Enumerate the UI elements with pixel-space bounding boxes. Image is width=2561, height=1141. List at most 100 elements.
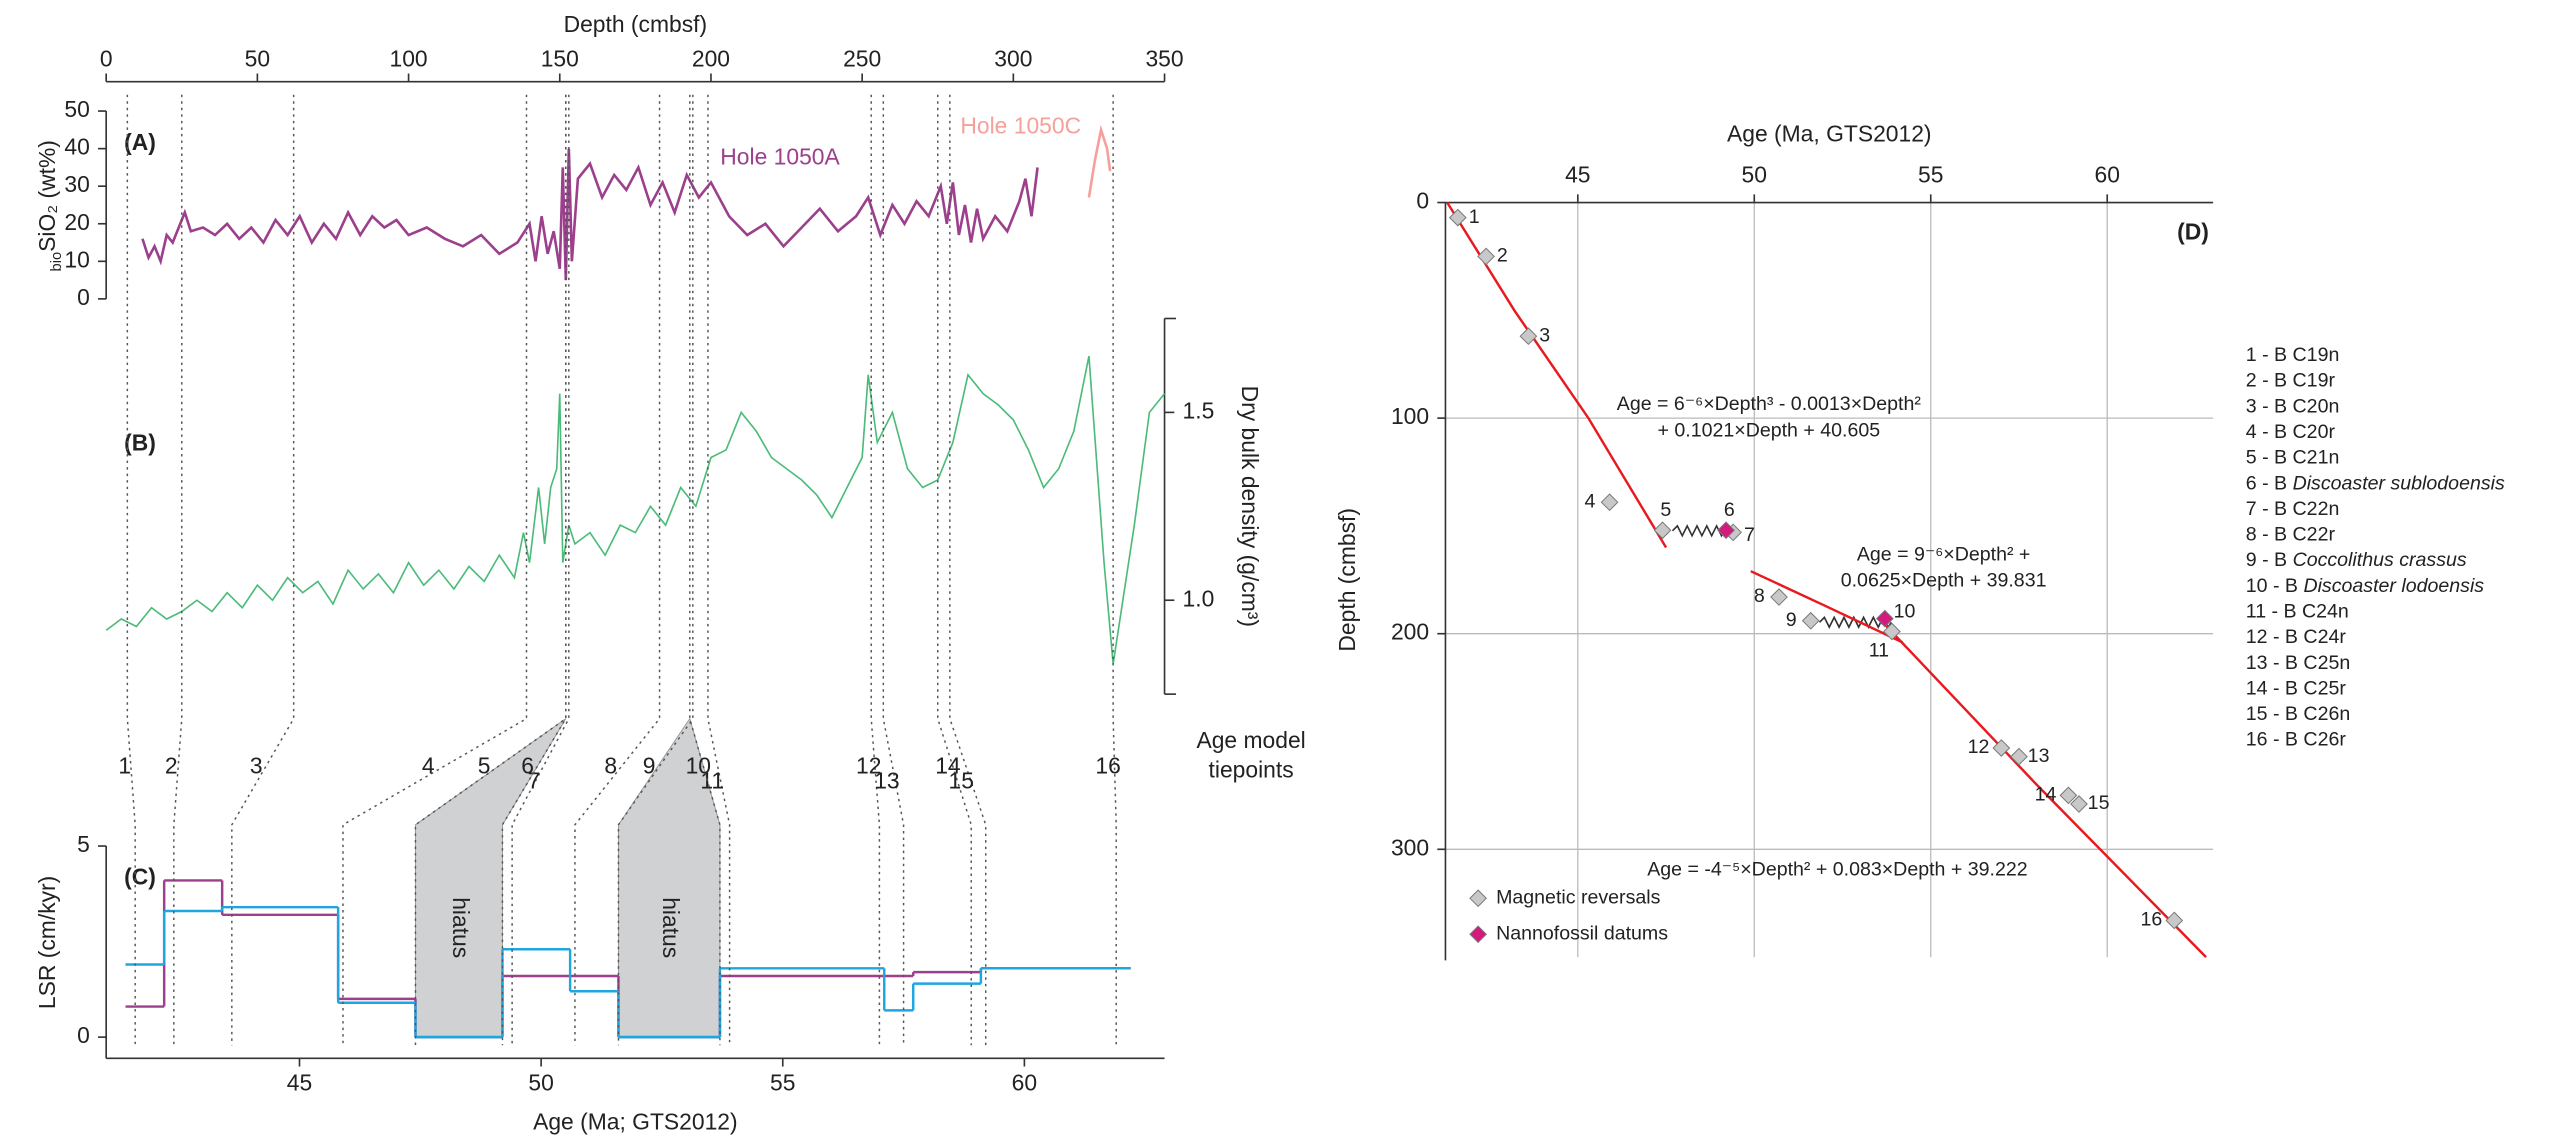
key-code: 13 - B C25n (2246, 652, 2350, 674)
x-tick-label: 100 (389, 45, 427, 71)
key-code: 15 - B C26n (2246, 703, 2350, 725)
data-point (1519, 327, 1538, 346)
data-point (1653, 521, 1672, 540)
key-entry: 7 - B C22n (2246, 498, 2340, 520)
key-entry: 8 - B C22r (2246, 524, 2336, 546)
point-label: 14 (2035, 784, 2057, 806)
key-code: 6 - B (2246, 472, 2287, 494)
series-label: Hole 1050A (720, 143, 840, 169)
x-tick-label: 0 (100, 45, 113, 71)
key-code: 3 - B C20n (2246, 396, 2340, 418)
y-tick-label: 20 (64, 209, 89, 235)
data-point (2059, 786, 2078, 805)
point-label: 6 (1724, 499, 1735, 521)
key-entry: 6 - B Discoaster sublodoensis (2246, 472, 2505, 494)
hiatus-label: hiatus (448, 897, 474, 958)
x-tick-label: 50 (1742, 161, 1767, 187)
y-tick-label: 10 (64, 246, 89, 272)
point-label: 4 (1585, 490, 1596, 512)
key-entry: 16 - B C26r (2246, 729, 2347, 751)
point-label: 12 (1968, 736, 1990, 758)
fit-equation: Age = 6⁻⁶×Depth³ - 0.0013×Depth² (1617, 393, 1922, 415)
key-entry: 1 - B C19n (2246, 344, 2340, 366)
key-code: 5 - B C21n (2246, 447, 2340, 469)
key-entry: 12 - B C24r (2246, 626, 2347, 648)
panel-label: (C) (124, 864, 156, 890)
y-tick-label: 5 (77, 831, 90, 857)
key-code: 16 - B C26r (2246, 729, 2347, 751)
key-code: 11 - B C24n (2246, 601, 2349, 623)
fit-equation: Age = 9⁻⁶×Depth² + (1857, 543, 2031, 565)
tiepoint-label: 8 (604, 753, 617, 779)
legend-marker (1469, 925, 1487, 944)
x-tick-label: 60 (1012, 1070, 1037, 1096)
key-taxon: Coccolithus crassus (2293, 549, 2467, 571)
point-label: 9 (1786, 609, 1797, 631)
y-axis-title: bioSiO₂ (wt%) (34, 140, 65, 271)
x-axis-title: Age (Ma, GTS2012) (1727, 121, 1932, 147)
point-label: 10 (1894, 600, 1916, 622)
key-code: 9 - B (2246, 549, 2287, 571)
x-axis-title: Age (Ma; GTS2012) (533, 1109, 738, 1135)
x-tick-label: 250 (843, 45, 881, 71)
fit-equation: 0.0625×Depth + 39.831 (1841, 570, 2047, 592)
tiepoint-label: 5 (478, 753, 491, 779)
point-label: 13 (2028, 745, 2050, 767)
tiepoint-label: 7 (528, 767, 541, 793)
key-entry: 2 - B C19r (2246, 370, 2336, 392)
key-code: 7 - B C22n (2246, 498, 2340, 520)
key-code: 10 - B (2246, 575, 2298, 597)
x-tick-label: 45 (1565, 161, 1590, 187)
y-axis-title: Dry bulk density (g/cm³) (1237, 386, 1263, 627)
hiatus-label-group: hiatus (658, 897, 684, 958)
y-tick-label: 300 (1391, 834, 1429, 860)
x-tick-label: 45 (287, 1070, 312, 1096)
tiepoint-line (231, 94, 295, 1046)
data-point (1770, 588, 1788, 606)
y-tick-label: 1.5 (1183, 397, 1215, 423)
legend-label: Magnetic reversals (1496, 886, 1661, 908)
key-code: 1 - B C19n (2246, 344, 2340, 366)
key-code: 12 - B C24r (2246, 626, 2347, 648)
tiepoint-line (617, 94, 694, 1046)
y-axis-title: LSR (cm/kyr) (34, 876, 60, 1009)
y-tick-label: 200 (1391, 619, 1429, 645)
data-point (2165, 911, 2184, 930)
key-code: 8 - B C22r (2246, 524, 2336, 546)
key-code: 2 - B C19r (2246, 370, 2336, 392)
y-tick-label: 40 (64, 134, 89, 160)
data-point (1477, 247, 1495, 266)
y-tick-label: 100 (1391, 403, 1429, 429)
tiepoint-label: 3 (250, 753, 263, 779)
point-label: 15 (2088, 792, 2110, 814)
x-tick-label: 55 (1918, 161, 1943, 187)
y-tick-label: 0 (1416, 188, 1429, 214)
y-tick-label: 0 (77, 284, 90, 310)
y-axis-title-main: SiO₂ (wt%) (34, 140, 60, 252)
panel-label: (D) (2177, 219, 2209, 245)
point-label: 5 (1660, 499, 1671, 521)
key-code: 4 - B C20r (2246, 421, 2336, 443)
y-tick-label: 30 (64, 171, 89, 197)
tiepoint-label: 9 (643, 753, 656, 779)
tiepoint-line (937, 94, 972, 1046)
data-line (1087, 124, 1112, 198)
tiepoint-label: 16 (1095, 753, 1120, 779)
y-tick-label: 0 (77, 1022, 90, 1048)
y-tick-label: 50 (64, 96, 89, 122)
key-entry: 3 - B C20n (2246, 396, 2340, 418)
point-label: 2 (1497, 245, 1508, 267)
tiepoint-label: 15 (949, 767, 974, 793)
y-axis-title-group: Depth (cmbsf) (1334, 508, 1360, 652)
fit-curve (1880, 619, 2207, 958)
point-label: 16 (2141, 909, 2163, 931)
key-entry: 11 - B C24n (2246, 601, 2349, 623)
key-code: 14 - B C25r (2246, 678, 2347, 700)
key-entry: 4 - B C20r (2246, 421, 2336, 443)
x-tick-label: 300 (994, 45, 1032, 71)
y-axis-title-group: LSR (cm/kyr) (34, 876, 60, 1009)
panel-label: (A) (124, 129, 156, 155)
data-point (1600, 493, 1619, 512)
point-label: 11 (1869, 639, 1889, 661)
